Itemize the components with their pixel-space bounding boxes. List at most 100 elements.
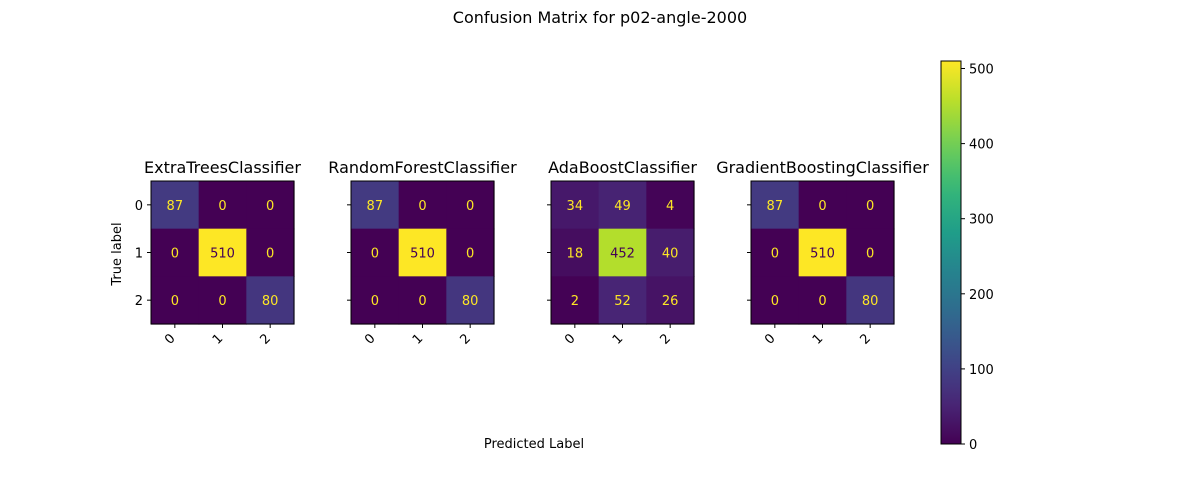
matrix-cell xyxy=(246,228,295,277)
cell-value-label: 40 xyxy=(662,247,679,262)
panels: ExtraTreesClassifier 87 0 0 0 510 0 0 0 80 0 1 2 0 1 2 R… xyxy=(135,158,929,348)
matrix-cell xyxy=(598,276,647,325)
colorbar-gradient xyxy=(940,60,962,445)
cell-value-label: 80 xyxy=(462,294,479,309)
colorbar-tick-label: 500 xyxy=(969,63,994,78)
matrix-cell xyxy=(598,228,647,277)
cell-value-label: 2 xyxy=(571,294,579,309)
matrix-cell xyxy=(446,276,495,325)
confusion-matrix-panel: ExtraTreesClassifier 87 0 0 0 510 0 0 0 80 0 1 2 0 1 2 xyxy=(135,158,302,348)
matrix-cell xyxy=(751,276,800,325)
matrix-cell xyxy=(446,228,495,277)
matrix-cell xyxy=(198,228,247,277)
matrix-cell xyxy=(151,228,200,277)
cell-value-label: 0 xyxy=(818,294,826,309)
cell-value-label: 0 xyxy=(371,294,379,309)
cell-value-label: 0 xyxy=(418,199,426,214)
cell-value-label: 26 xyxy=(662,294,679,309)
y-axis-label: True label xyxy=(110,222,125,286)
cell-value-label: 0 xyxy=(218,294,226,309)
cell-value-label: 87 xyxy=(167,199,184,214)
matrix-cell xyxy=(398,228,447,277)
matrix-cell xyxy=(646,181,695,230)
x-tick-label: 1 xyxy=(210,331,226,347)
matrix-cell xyxy=(798,181,847,230)
confusion-matrix-panel: AdaBoostClassifier 34 49 4 18 452 40 2 52 26 0 1 2 xyxy=(547,158,697,348)
x-axis-label: Predicted Label xyxy=(483,437,585,452)
x-tick-label: 1 xyxy=(610,331,626,347)
matrix-cell xyxy=(551,181,600,230)
matrix-cell xyxy=(446,181,495,230)
matrix-cell xyxy=(751,228,800,277)
cell-value-label: 0 xyxy=(866,199,874,214)
colorbar-tick-label: 200 xyxy=(969,288,994,303)
x-tick-label: 0 xyxy=(362,331,378,347)
matrix-cell xyxy=(846,276,895,325)
matrix-cell xyxy=(398,181,447,230)
cell-value-label: 80 xyxy=(262,294,279,309)
x-tick-label: 0 xyxy=(762,331,778,347)
matrix-cell xyxy=(398,276,447,325)
panel-title: ExtraTreesClassifier xyxy=(144,158,301,177)
cell-value-label: 0 xyxy=(266,247,274,262)
cell-value-label: 18 xyxy=(567,247,584,262)
matrix-cell xyxy=(351,228,400,277)
cell-value-label: 0 xyxy=(266,199,274,214)
x-tick-label: 1 xyxy=(810,331,826,347)
x-tick-label: 0 xyxy=(162,331,178,347)
cell-value-label: 452 xyxy=(610,247,635,262)
cell-value-label: 4 xyxy=(666,199,674,214)
cell-value-label: 0 xyxy=(466,199,474,214)
colorbar-tick-label: 400 xyxy=(969,138,994,153)
panel-title: GradientBoostingClassifier xyxy=(716,158,929,177)
matrix-cell xyxy=(798,228,847,277)
colorbar: 0 100 200 300 400 500 xyxy=(940,60,994,453)
x-tick-label: 2 xyxy=(857,331,873,347)
y-tick-label: 0 xyxy=(135,199,143,214)
figure-title: Confusion Matrix for p02-angle-2000 xyxy=(452,8,748,27)
cell-value-label: 49 xyxy=(614,199,631,214)
cell-value-label: 52 xyxy=(614,294,631,309)
x-tick-label: 2 xyxy=(657,331,673,347)
cell-value-label: 510 xyxy=(810,247,835,262)
matrix-cell xyxy=(751,181,800,230)
cell-value-label: 34 xyxy=(567,199,584,214)
cell-value-label: 87 xyxy=(767,199,784,214)
cell-value-label: 510 xyxy=(410,247,435,262)
x-tick-label: 2 xyxy=(457,331,473,347)
matrix-cell xyxy=(198,276,247,325)
matrix-cell xyxy=(151,276,200,325)
confusion-matrix-panel: RandomForestClassifier 87 0 0 0 510 0 0 0 80 0 1 2 xyxy=(328,158,517,348)
cell-value-label: 0 xyxy=(771,247,779,262)
confusion-matrix-panel: GradientBoostingClassifier 87 0 0 0 510 0 0 0 80 0… xyxy=(716,158,929,348)
matrix-cell xyxy=(198,181,247,230)
cell-value-label: 0 xyxy=(466,247,474,262)
matrix-cell xyxy=(598,181,647,230)
cell-value-label: 0 xyxy=(818,199,826,214)
matrix-cell xyxy=(351,276,400,325)
matrix-cell xyxy=(646,276,695,325)
cell-value-label: 0 xyxy=(218,199,226,214)
cell-value-label: 510 xyxy=(210,247,235,262)
panel-title: RandomForestClassifier xyxy=(328,158,517,177)
x-tick-label: 1 xyxy=(410,331,426,347)
cell-value-label: 0 xyxy=(771,294,779,309)
matrix-cell xyxy=(798,276,847,325)
cell-value-label: 87 xyxy=(367,199,384,214)
matrix-cell xyxy=(846,228,895,277)
panel-title: AdaBoostClassifier xyxy=(548,158,697,177)
matrix-cell xyxy=(846,181,895,230)
cell-value-label: 0 xyxy=(371,247,379,262)
matrix-cell xyxy=(246,276,295,325)
matrix-cell xyxy=(551,228,600,277)
matrix-cell xyxy=(646,228,695,277)
matrix-cell xyxy=(551,276,600,325)
matrix-cell xyxy=(246,181,295,230)
cell-value-label: 0 xyxy=(171,247,179,262)
colorbar-tick-label: 100 xyxy=(969,363,994,378)
matrix-cell xyxy=(151,181,200,230)
cell-value-label: 0 xyxy=(171,294,179,309)
colorbar-tick-label: 300 xyxy=(969,213,994,228)
x-tick-label: 2 xyxy=(257,331,273,347)
